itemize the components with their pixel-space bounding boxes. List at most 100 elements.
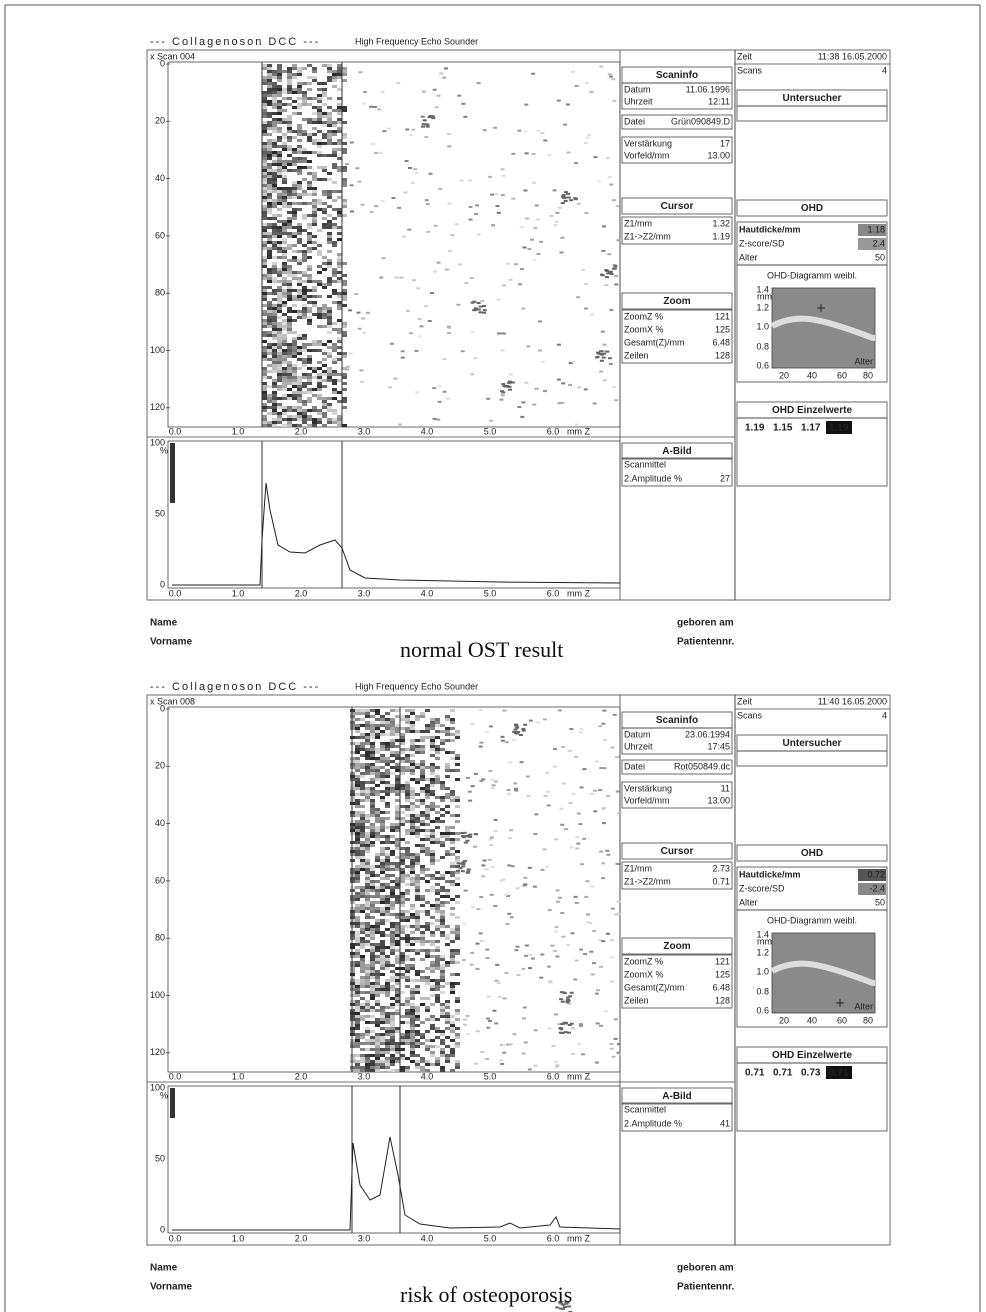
echo-pixel	[420, 820, 425, 823]
echo-pixel	[410, 721, 415, 724]
echo-pixel	[400, 766, 405, 769]
echo-pixel	[390, 742, 395, 745]
echo-pixel	[380, 1021, 385, 1024]
echo-pixel	[395, 1045, 400, 1048]
echo-pixel	[287, 190, 292, 193]
echo-pixel	[348, 309, 352, 311]
echo-pixel	[410, 994, 415, 997]
echo-pixel	[405, 874, 410, 877]
echo-pixel	[342, 352, 347, 355]
echo-pixel	[267, 217, 272, 220]
echo-pixel	[370, 943, 375, 946]
echo-pixel	[568, 1024, 572, 1026]
echo-pixel	[312, 142, 317, 145]
echo-pixel	[262, 127, 267, 130]
echo-pixel	[287, 349, 292, 352]
echo-pixel	[287, 424, 292, 427]
echo-pixel	[527, 248, 531, 250]
echo-pixel	[405, 727, 410, 730]
echo-pixel	[375, 925, 380, 928]
echo-pixel	[292, 319, 297, 322]
row-value: 125	[715, 969, 730, 979]
echo-pixel	[267, 370, 272, 373]
echo-pixel	[262, 334, 267, 337]
echo-pixel	[470, 277, 474, 279]
echo-pixel	[414, 350, 418, 352]
echo-pixel	[440, 1006, 445, 1009]
diagram-x-tick: 80	[863, 1015, 873, 1025]
echo-pixel	[312, 112, 317, 115]
echo-pixel	[563, 992, 567, 994]
echo-pixel	[486, 1018, 490, 1020]
echo-pixel	[440, 976, 445, 979]
echo-pixel	[523, 877, 527, 879]
echo-pixel	[292, 391, 297, 394]
echo-pixel	[370, 787, 375, 790]
echo-pixel	[511, 198, 515, 200]
echo-pixel	[322, 226, 327, 229]
echo-pixel	[430, 970, 435, 973]
echo-pixel	[420, 931, 425, 934]
echo-pixel	[267, 169, 272, 172]
echo-pixel	[307, 280, 312, 283]
echo-pixel	[322, 352, 327, 355]
echo-pixel	[360, 1054, 365, 1057]
echo-pixel	[380, 952, 385, 955]
echo-pixel	[395, 781, 400, 784]
echo-pixel	[272, 223, 277, 226]
echo-pixel	[332, 199, 337, 202]
echo-pixel	[282, 379, 287, 382]
einzel-title: OHD Einzelwerte	[772, 1050, 852, 1061]
echo-pixel	[395, 895, 400, 898]
echo-pixel	[342, 331, 347, 334]
echo-pixel	[317, 94, 322, 97]
echo-pixel	[332, 142, 337, 145]
diagram-y-tick: 1.0	[756, 321, 769, 331]
row-value: 121	[715, 956, 730, 966]
echo-pixel	[370, 964, 375, 967]
echo-pixel	[567, 197, 571, 199]
echo-pixel	[312, 172, 317, 175]
echo-pixel	[360, 889, 365, 892]
echo-pixel	[545, 772, 549, 774]
echo-pixel	[355, 934, 360, 937]
echo-pixel	[292, 256, 297, 259]
echo-pixel	[560, 824, 564, 826]
echo-pixel	[609, 309, 613, 311]
echo-pixel	[445, 796, 450, 799]
echo-pixel	[272, 91, 277, 94]
echo-pixel	[480, 300, 484, 302]
echo-pixel	[435, 877, 440, 880]
echo-pixel	[390, 970, 395, 973]
echo-pixel	[400, 790, 405, 793]
echo-pixel	[390, 1042, 395, 1045]
diagram-y-tick: 0.6	[756, 1005, 769, 1015]
echo-pixel	[365, 934, 370, 937]
echo-pixel	[377, 108, 381, 110]
echo-pixel	[440, 877, 445, 880]
echo-pixel	[425, 805, 430, 808]
echo-pixel	[455, 1045, 460, 1048]
echo-pixel	[302, 82, 307, 85]
echo-pixel	[312, 313, 317, 316]
echo-pixel	[494, 830, 498, 832]
echo-pixel	[365, 799, 370, 802]
echo-pixel	[465, 835, 469, 837]
echo-pixel	[355, 802, 360, 805]
echo-pixel	[282, 412, 287, 415]
echo-pixel	[440, 1012, 445, 1015]
echo-pixel	[405, 892, 410, 895]
echo-pixel	[524, 955, 528, 957]
echo-pixel	[571, 71, 575, 73]
echo-pixel	[277, 232, 282, 235]
echo-pixel	[450, 799, 455, 802]
echo-pixel	[277, 412, 282, 415]
echo-pixel	[267, 172, 272, 175]
echo-pixel	[435, 958, 440, 961]
echo-pixel	[375, 733, 380, 736]
echo-pixel	[514, 263, 518, 265]
echo-pixel	[282, 142, 287, 145]
echo-pixel	[302, 304, 307, 307]
echo-pixel	[555, 1067, 559, 1069]
echo-pixel	[277, 340, 282, 343]
